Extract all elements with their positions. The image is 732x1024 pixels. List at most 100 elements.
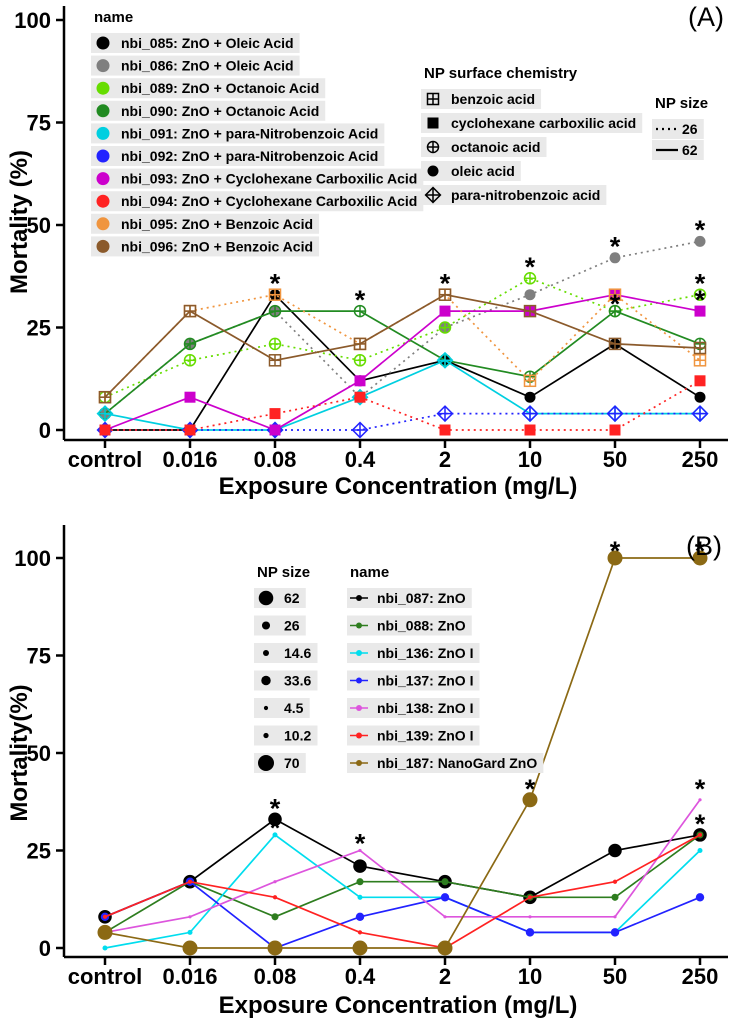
- legend-item: nbi_093: ZnO + Cyclohexane Carboxilic Ac…: [91, 168, 424, 189]
- y-tick-label: 0: [39, 936, 51, 961]
- significance-asterisk: *: [695, 809, 706, 839]
- significance-asterisk: *: [610, 289, 621, 319]
- point-filled-circle: [525, 928, 535, 937]
- legend-key-dot: [96, 36, 110, 50]
- legend-key-background: [421, 113, 643, 133]
- point-filled-circle: [697, 847, 703, 854]
- y-tick-label: 0: [39, 418, 51, 443]
- legend-key-background: [421, 89, 542, 109]
- significance-asterisk: *: [695, 268, 706, 298]
- point-filled-circle: [355, 912, 365, 922]
- legend-key-background: [91, 213, 320, 234]
- legend-title: name: [350, 564, 389, 581]
- point-filled-square: [427, 117, 439, 129]
- x-tick-label: control: [68, 964, 143, 989]
- y-tick-label: 75: [27, 111, 51, 136]
- point-filled-square: [439, 424, 451, 436]
- legend-key-background: [91, 78, 326, 99]
- legend-key-background: [421, 137, 547, 157]
- significance-asterisk: *: [440, 268, 451, 298]
- legend-key-dot: [262, 649, 270, 657]
- legend-item: para-nitrobenzoic acid: [421, 185, 607, 205]
- legend-key-dot: [96, 59, 110, 73]
- y-tick-label: 100: [14, 8, 51, 33]
- point-filled-square: [99, 424, 111, 436]
- legend-key-background: [91, 100, 326, 121]
- legend-title: NP size: [655, 95, 708, 112]
- point-filled-circle: [272, 832, 278, 838]
- series-nbi_187: [97, 550, 708, 956]
- legend-item-label: nbi_139: ZnO I: [377, 728, 473, 744]
- legend-item-label: 10.2: [284, 728, 311, 744]
- legend-item: 14.6: [254, 643, 318, 663]
- x-tick-label: 250: [682, 964, 719, 989]
- series-line: [104, 799, 701, 934]
- legend-key-dot: [258, 590, 274, 606]
- legend-key-dot: [96, 172, 110, 186]
- point-filled-circle: [607, 550, 623, 566]
- point-filled-square: [269, 424, 281, 436]
- point-filled-circle: [97, 924, 113, 940]
- legend-key-dot: [96, 81, 110, 95]
- legend-item: nbi_088: ZnO: [347, 615, 472, 636]
- legend-item: 70: [254, 753, 306, 773]
- legend-title: name: [94, 9, 133, 26]
- series-nbi_094: [99, 375, 706, 436]
- legend-title: NP size: [257, 564, 310, 581]
- panel-b: 0 25 50 75 100 control 0.016 0.08 0.4 2 10 50 250 * * *…: [0, 505, 732, 1024]
- significance-asterisk: *: [610, 536, 621, 566]
- point-filled-circle: [357, 894, 363, 900]
- legend-key-line-dot: [356, 650, 362, 656]
- point-filled-circle: [694, 391, 706, 403]
- legend-item-label: nbi_088: ZnO: [377, 618, 466, 634]
- x-tick-label: control: [68, 447, 143, 472]
- series-nbi_085: [99, 289, 706, 436]
- point-filled-circle: [524, 289, 536, 301]
- legend-item-label: cyclohexane carboxilic acid: [451, 115, 636, 131]
- legend-key-background: [347, 753, 544, 773]
- y-tick-label: 50: [27, 741, 51, 766]
- series-nbi_139: [102, 832, 703, 951]
- series-line: [104, 310, 701, 415]
- legend-key-dot: [96, 194, 110, 208]
- x-tick-label: 0.016: [162, 964, 217, 989]
- point-filled-circle: [102, 914, 108, 919]
- series-line: [105, 380, 701, 431]
- point-filled-circle: [443, 915, 447, 919]
- legend-key-background: [421, 161, 521, 181]
- legend-surface-chemistry: NP surface chemistry benzoic acid cyclohex…: [421, 65, 643, 205]
- point-filled-circle: [272, 895, 278, 900]
- legend-item: nbi_094: ZnO + Cyclohexane Carboxilic Ac…: [91, 191, 424, 212]
- axes: 0 25 50 75 100 control 0.016 0.08 0.4 2 10 50 250: [14, 525, 728, 989]
- legend-key-dot: [261, 675, 271, 686]
- legend-item-label: oleic acid: [451, 163, 515, 179]
- point-filled-square: [184, 424, 196, 436]
- legend-name: name nbi_087: ZnO nbi_088: ZnO nbi_136: ZnO…: [347, 564, 544, 773]
- point-filled-circle: [608, 843, 622, 858]
- significance-asterisk: *: [355, 829, 366, 859]
- legend-item-label: nbi_095: ZnO + Benzoic Acid: [121, 216, 313, 232]
- legend-item-label: nbi_138: ZnO I: [377, 700, 473, 716]
- point-filled-circle: [268, 812, 282, 827]
- panel-a-x-axis-title: Exposure Concentration (mg/L): [218, 473, 578, 500]
- legend-key-dot: [261, 621, 271, 630]
- series-line: [104, 293, 701, 431]
- legend-item: nbi_187: NanoGard ZnO: [347, 753, 544, 773]
- significance-asterisk: *: [695, 536, 706, 566]
- series-line: [104, 240, 701, 415]
- axes: 0 25 50 75 100 control 0.016 0.08 0.4 2 10 50 250: [14, 6, 728, 472]
- point-filled-circle: [524, 391, 536, 403]
- legend-key-background: [347, 588, 472, 608]
- legend-key-background: [254, 615, 306, 636]
- legend-key-dot: [263, 705, 269, 711]
- x-tick-label: 0.08: [254, 964, 297, 989]
- legend-item: nbi_085: ZnO + Oleic Acid: [91, 33, 300, 53]
- legend-title: NP surface chemistry: [424, 65, 578, 82]
- legend-item: benzoic acid: [421, 89, 542, 109]
- legend-key-dot: [96, 104, 110, 118]
- legend-item-label: nbi_136: ZnO I: [377, 645, 473, 661]
- point-filled-square: [184, 391, 196, 403]
- legend-item-label: nbi_091: ZnO + para-Nitrobenzoic Acid: [121, 125, 378, 141]
- legend-key-background: [347, 643, 480, 663]
- series-line: [104, 834, 701, 949]
